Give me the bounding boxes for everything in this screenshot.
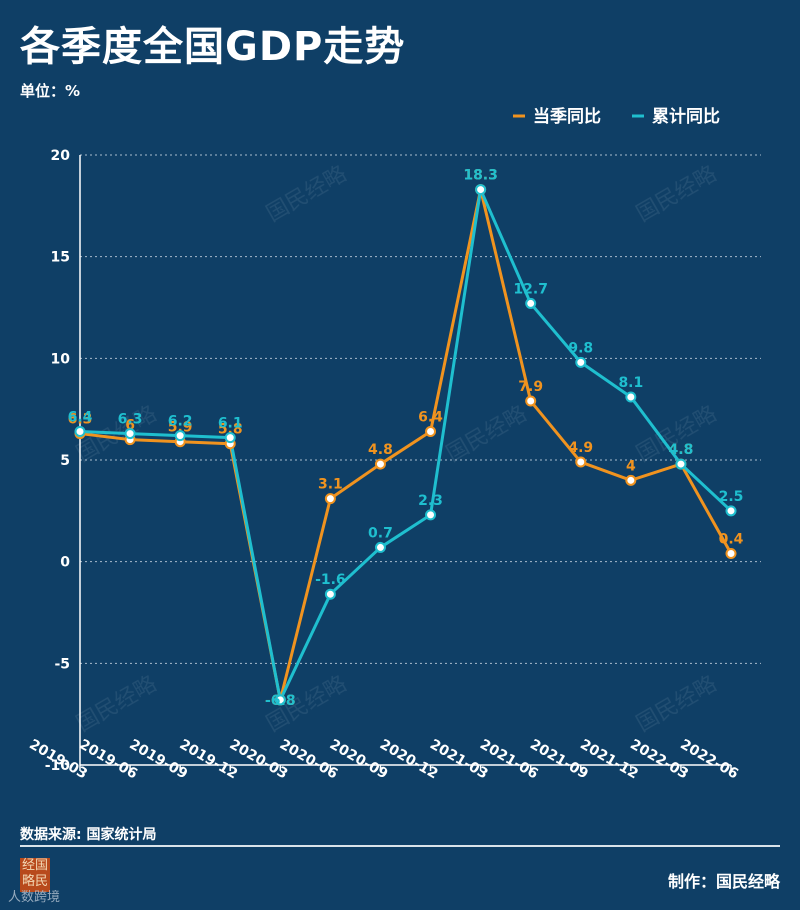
y-tick-label: -10 xyxy=(45,758,71,774)
data-point-1 xyxy=(324,588,336,600)
data-label-1: -1.6 xyxy=(315,572,346,588)
legend-label-0: 当季同比 xyxy=(533,106,601,127)
data-point-1 xyxy=(174,430,186,442)
watermark-0: 国民经略 xyxy=(262,162,351,228)
data-point-0 xyxy=(425,426,437,438)
data-label-1: 6.4 xyxy=(68,410,93,426)
data-point-1 xyxy=(374,541,386,553)
data-label-0: 6 xyxy=(125,418,135,434)
data-label-1: 12.7 xyxy=(513,281,548,297)
data-label-1: 2.5 xyxy=(719,489,744,505)
data-point-1 xyxy=(625,391,637,403)
page-title: 各季度全国GDP走势 xyxy=(20,24,406,70)
unit-label: 单位：% xyxy=(20,82,81,100)
data-label-0: 18.3 xyxy=(463,168,498,184)
data-label-0: 4.8 xyxy=(669,442,694,458)
data-label-1: 9.8 xyxy=(568,340,593,356)
data-point-1 xyxy=(425,509,437,521)
brand-logo: 经国 略民 xyxy=(20,858,50,892)
data-point-1 xyxy=(725,505,737,517)
data-label-1: -6.8 xyxy=(265,693,296,709)
data-point-0 xyxy=(575,456,587,468)
bottom-watermark: 人数跨境 xyxy=(8,890,61,905)
data-label-1: 0.7 xyxy=(368,525,393,541)
footer-divider xyxy=(20,845,780,847)
legend-label-1: 累计同比 xyxy=(652,106,720,127)
data-label-0: 4 xyxy=(626,458,636,474)
y-tick-label: 20 xyxy=(51,148,71,164)
data-label-1: 6.2 xyxy=(168,414,193,430)
data-point-0 xyxy=(725,548,737,560)
data-point-1 xyxy=(575,356,587,368)
data-label-1: 6.1 xyxy=(218,416,243,432)
data-point-1 xyxy=(475,184,487,196)
data-label-0: 7.9 xyxy=(518,379,543,395)
data-label-0: 5.9 xyxy=(168,420,193,436)
watermark-1: 国民经略 xyxy=(632,162,721,228)
data-label-0: 0.4 xyxy=(719,532,744,548)
data-label-0: 6.4 xyxy=(418,410,443,426)
data-point-0 xyxy=(625,474,637,486)
data-source: 数据来源: 国家统计局 xyxy=(20,827,157,843)
data-point-0 xyxy=(324,493,336,505)
data-point-1 xyxy=(74,426,86,438)
y-tick-label: 15 xyxy=(51,250,70,266)
data-label-1: 6.3 xyxy=(118,412,143,428)
series-line-0 xyxy=(79,188,733,702)
series-line-1 xyxy=(79,188,733,702)
y-tick-label: -5 xyxy=(54,656,70,672)
data-label-1: 8.1 xyxy=(618,375,643,391)
data-point-1 xyxy=(274,694,286,706)
data-point-0 xyxy=(525,395,537,407)
y-tick-label: 5 xyxy=(60,453,70,469)
watermark-6: 国民经略 xyxy=(72,672,161,738)
watermark-3: 国民经略 xyxy=(442,402,531,468)
y-tick-label: 0 xyxy=(60,555,70,571)
data-label-0: 5.8 xyxy=(218,422,243,438)
watermark-7: 国民经略 xyxy=(632,672,721,738)
data-label-0: 6.3 xyxy=(68,412,93,428)
data-point-0 xyxy=(374,458,386,470)
data-label-0: 3.1 xyxy=(318,477,343,493)
data-point-1 xyxy=(124,428,136,440)
y-tick-label: 10 xyxy=(51,351,71,367)
data-point-1 xyxy=(525,297,537,309)
data-point-1 xyxy=(675,458,687,470)
data-point-1 xyxy=(224,432,236,444)
data-label-1: 2.3 xyxy=(418,493,443,509)
data-label-1: 18.3 xyxy=(463,168,498,184)
data-label-0: 4.9 xyxy=(568,440,593,456)
credit-text: 制作：国民经略 xyxy=(667,872,780,891)
data-label-0: 4.8 xyxy=(368,442,393,458)
data-label-1: 4.8 xyxy=(669,442,694,458)
